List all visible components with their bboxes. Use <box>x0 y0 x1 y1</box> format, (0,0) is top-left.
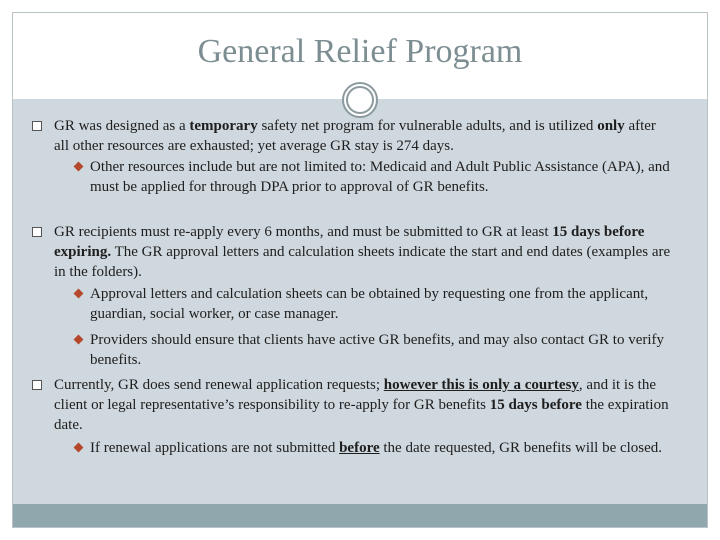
text-run: however this is only a courtesy <box>383 377 579 393</box>
text-run: Approval letters and calculation sheets … <box>90 286 649 322</box>
body-background <box>13 99 707 504</box>
text-run: the date requested, GR benefits will be … <box>379 440 663 456</box>
text-run: Other resources include but are not limi… <box>90 159 670 195</box>
text-run: the expiration date. <box>54 397 669 433</box>
text-run: Currently, GR does send renewal applicat… <box>54 377 384 393</box>
text-run: GR recipients must re-apply every 6 mont… <box>54 224 553 240</box>
text-run: , and it is the client or legal represen… <box>54 377 656 413</box>
slide-title: General Relief Program <box>197 33 523 70</box>
box-marker <box>32 380 42 390</box>
text-run: 15 days before expiring. <box>54 224 645 260</box>
text-run: Providers should ensure that clients hav… <box>90 332 665 368</box>
text-run: temporary <box>189 118 258 134</box>
sub-bullet: If renewal applications are not submitte… <box>73 438 702 458</box>
bullet: Currently, GR does send renewal applicat… <box>32 375 674 435</box>
sub-bullet: Providers should ensure that clients hav… <box>73 330 702 370</box>
text-run: only <box>597 118 625 134</box>
text-run: If renewal applications are not submitte… <box>90 440 340 456</box>
title-ornament <box>342 82 378 118</box>
bullet: GR was designed as a temporary safety ne… <box>32 116 674 156</box>
bullet: GR recipients must re-apply every 6 mont… <box>32 222 674 282</box>
text-run: before <box>339 440 380 456</box>
footer-bar <box>13 504 707 527</box>
text-run: GR was designed as a <box>54 118 190 134</box>
box-marker <box>32 227 42 237</box>
text-run: The GR approval letters and calculation … <box>54 244 671 280</box>
text-run: after all other resources are exhausted;… <box>54 118 656 154</box>
sub-bullet: Other resources include but are not limi… <box>73 157 702 197</box>
text-run: 15 days before <box>489 397 582 413</box>
box-marker <box>32 121 42 131</box>
slide: General Relief Program GR was designed a… <box>12 12 708 528</box>
sub-bullet: Approval letters and calculation sheets … <box>73 284 702 324</box>
text-run: safety net program for vulnerable adults… <box>257 118 598 134</box>
